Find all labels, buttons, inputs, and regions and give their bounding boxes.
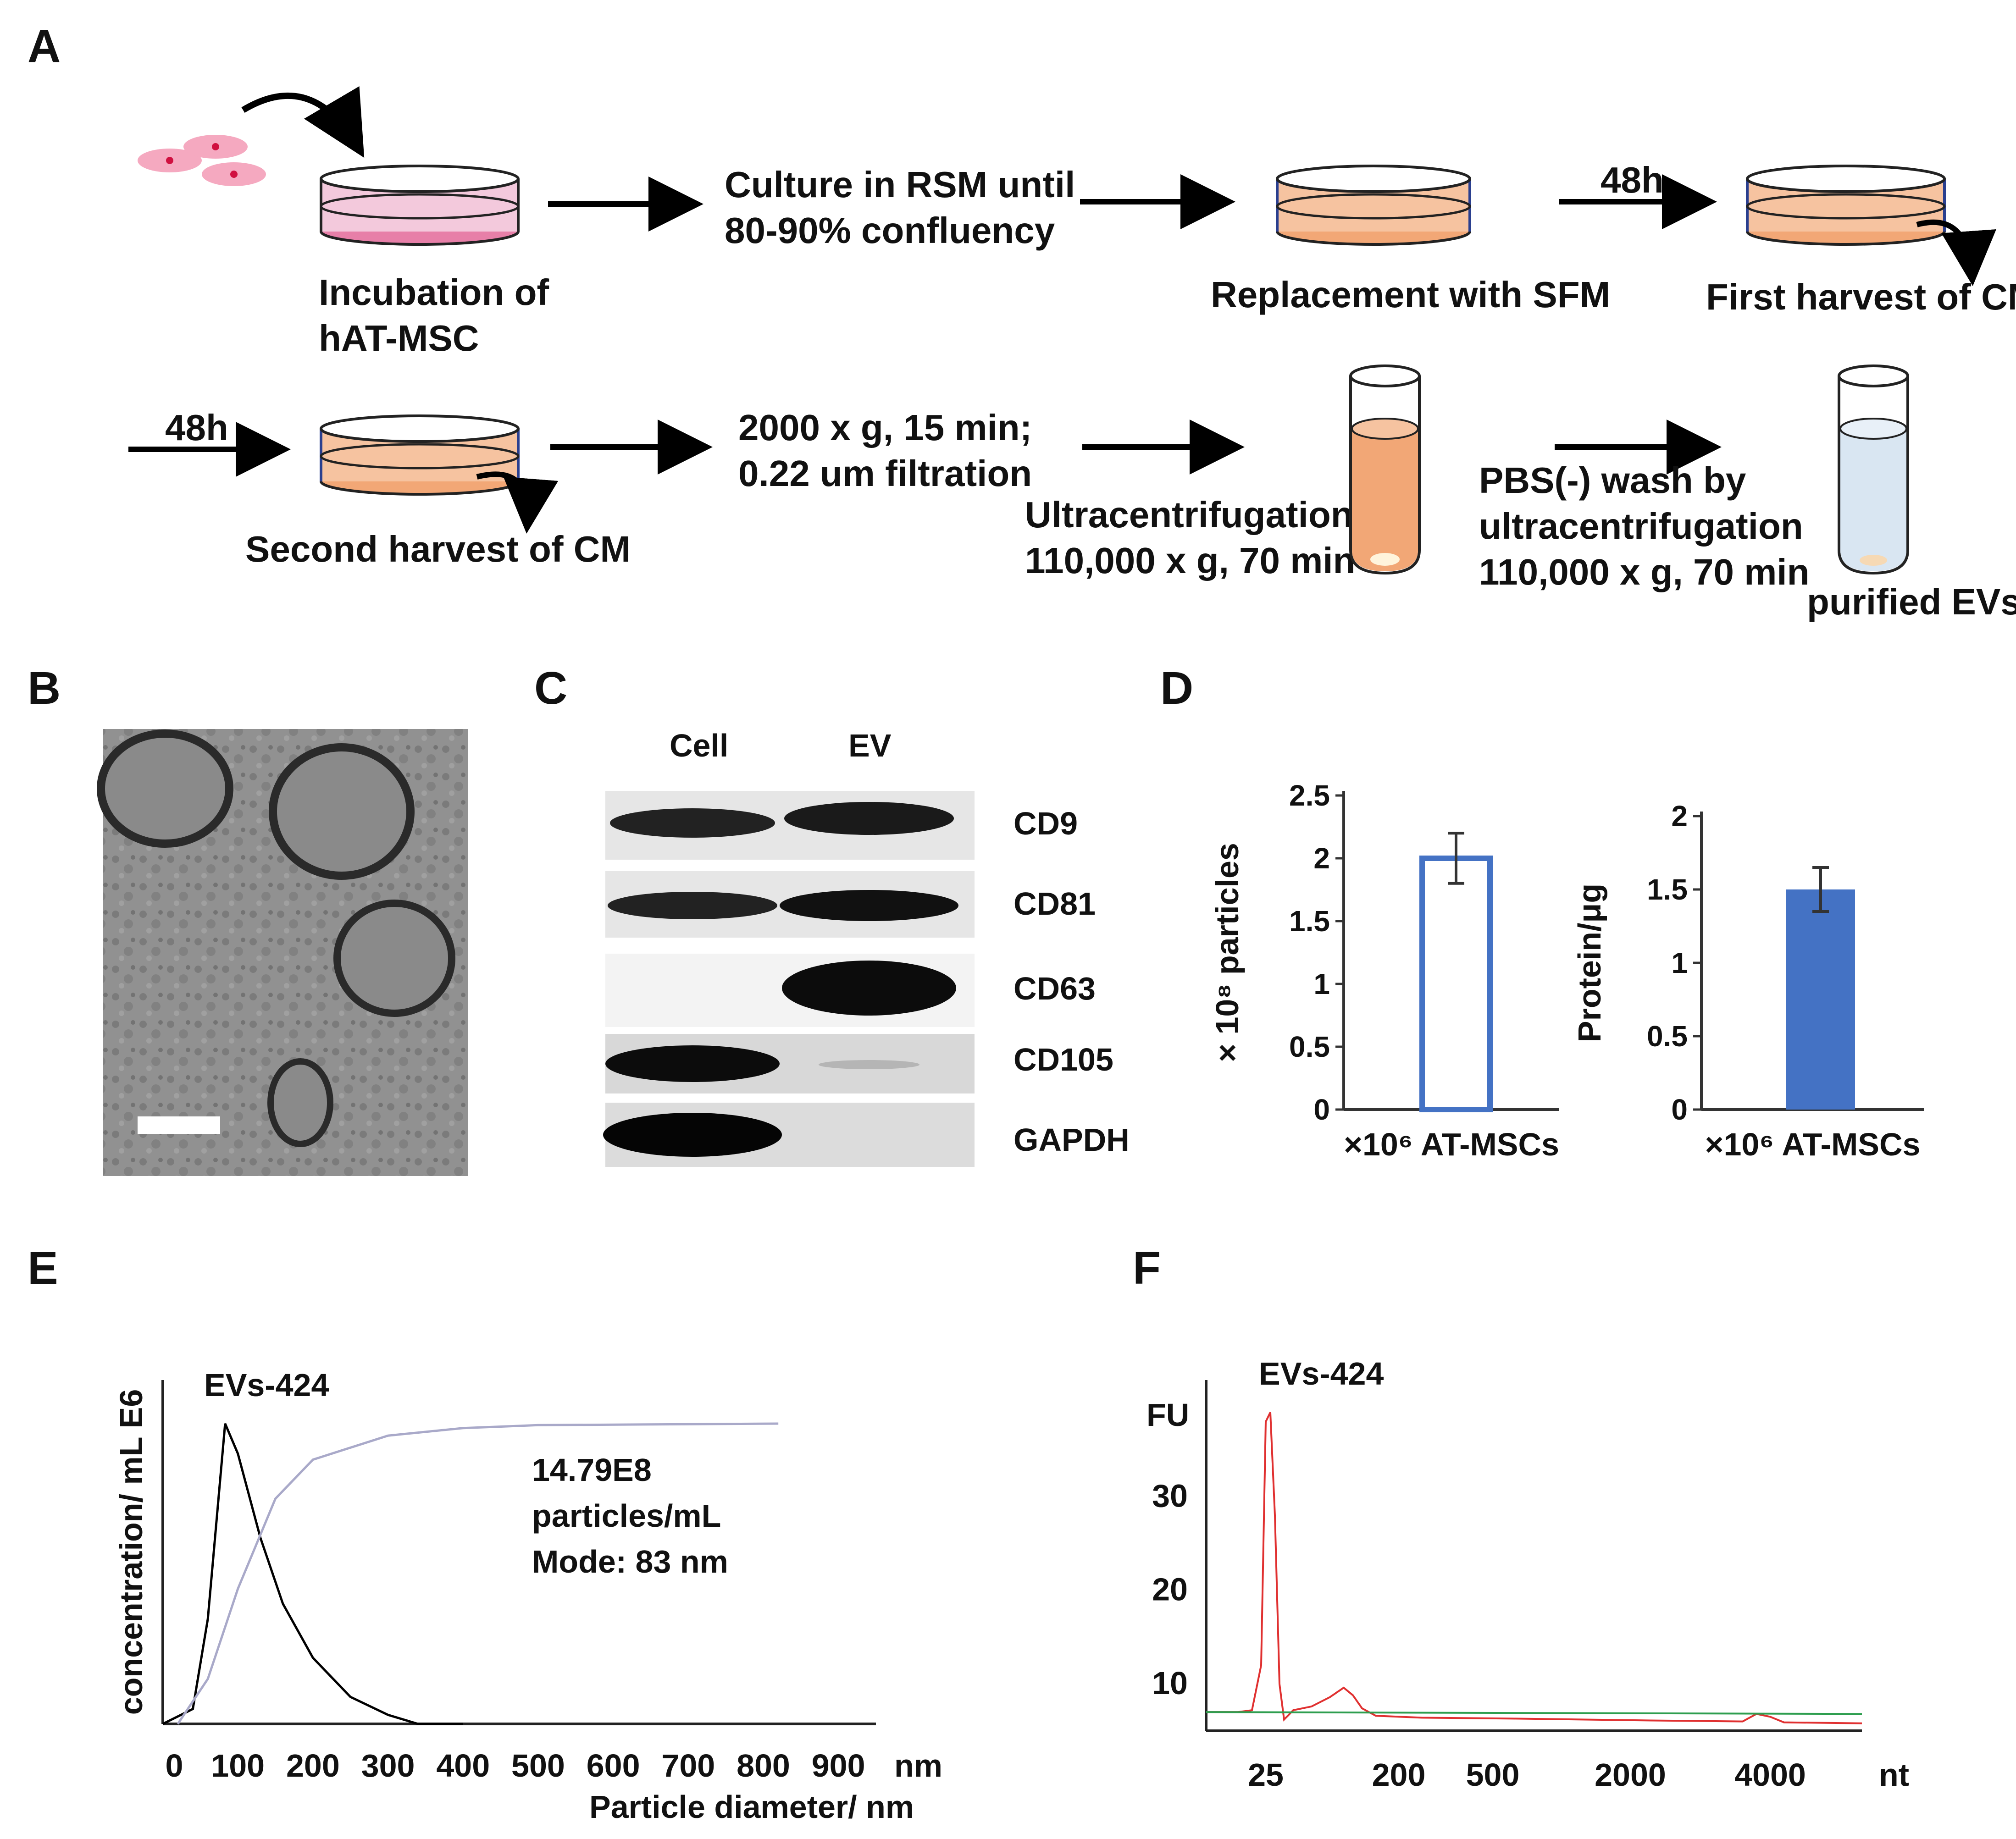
x-tick-label: 800 xyxy=(737,1748,790,1784)
y-axis-label: Protein/μg xyxy=(1572,884,1607,1042)
culture-dish-1 xyxy=(320,165,520,246)
bar-chart-particles: 0 0.5 1 1.5 2 2.5 ×10⁶ AT-MSCs × 10⁸ particles xyxy=(1209,779,1559,1162)
step6-line1: 2000 x g, 15 min; xyxy=(738,407,1032,448)
panel-label-c: C xyxy=(534,663,567,714)
y-axis-label: concentration/ mL E6 xyxy=(113,1389,149,1715)
y-tick-label: 0 xyxy=(1313,1093,1330,1126)
step5-label: Second harvest of CM xyxy=(245,529,631,569)
x-tick-label: 4000 xyxy=(1734,1757,1806,1793)
step3-label: Replacement with SFM xyxy=(1211,274,1610,315)
x-tick-label: 400 xyxy=(436,1748,490,1784)
tem-image xyxy=(97,729,468,1176)
step7-line1: Ultracentrifugation xyxy=(1025,494,1353,535)
annotation-line: Mode: 83 nm xyxy=(532,1544,728,1579)
centrifuge-tube-1 xyxy=(1349,364,1421,575)
culture-dish-3 xyxy=(1746,165,1996,286)
cells-illustration xyxy=(138,135,266,186)
x-axis-label: ×10⁶ AT-MSCs xyxy=(1705,1127,1921,1162)
bar xyxy=(1419,856,1493,1112)
y-tick-label: 2 xyxy=(1671,800,1688,833)
x-axis-label: Particle diameter/ nm xyxy=(589,1789,914,1825)
x-tick-label: 300 xyxy=(361,1748,415,1784)
fu-baseline xyxy=(1206,1711,1862,1715)
y-tick-label: 1 xyxy=(1671,946,1688,979)
annotation-line: 14.79E8 xyxy=(532,1452,652,1488)
bar-chart-protein: 0 0.5 1 1.5 2 ×10⁶ AT-MSCs Protein/μg xyxy=(1572,800,1924,1162)
panel-label-b: B xyxy=(28,663,61,714)
y-tick-label: 1.5 xyxy=(1647,873,1688,906)
step6-line2: 0.22 um filtration xyxy=(738,453,1032,494)
y-tick-label: 30 xyxy=(1152,1478,1188,1513)
panel-label-d: D xyxy=(1160,663,1193,714)
x-tick-label: 200 xyxy=(1372,1757,1426,1793)
culture-dish-4 xyxy=(320,414,559,534)
western-blot xyxy=(603,791,975,1167)
x-tick-label: 25 xyxy=(1248,1757,1284,1793)
panel-label-a: A xyxy=(28,21,61,72)
y-tick-label: 2 xyxy=(1313,842,1330,875)
bar xyxy=(1786,889,1855,1110)
scale-bar xyxy=(138,1116,220,1134)
x-tick-label: 0 xyxy=(166,1748,183,1784)
step7-line2: 110,000 x g, 70 min xyxy=(1025,540,1355,581)
x-tick-label: 500 xyxy=(1466,1757,1520,1793)
centrifuge-tube-2 xyxy=(1838,364,1909,575)
x-tick-label: 200 xyxy=(286,1748,340,1784)
y-tick-label: 0.5 xyxy=(1647,1020,1688,1053)
x-axis-label: ×10⁶ AT-MSCs xyxy=(1344,1127,1559,1162)
x-tick-label: 100 xyxy=(211,1748,265,1784)
step2-line1: Culture in RSM until xyxy=(725,164,1075,205)
step8-line2: ultracentrifugation xyxy=(1479,506,1803,547)
band-cd63: CD63 xyxy=(1014,971,1096,1006)
y-tick-label: 20 xyxy=(1152,1572,1188,1607)
annotation-line: particles/mL xyxy=(532,1498,721,1534)
chart-title: EVs-424 xyxy=(204,1367,329,1403)
x-tick-label: 700 xyxy=(661,1748,715,1784)
band-cd9: CD9 xyxy=(1014,806,1078,841)
step9-label: purified EVs xyxy=(1807,581,2016,622)
step4-label: First harvest of CM xyxy=(1706,276,2016,317)
size-distribution-line xyxy=(162,1423,463,1725)
wb-col-ev: EV xyxy=(848,728,892,763)
x-unit-label: nm xyxy=(894,1748,942,1784)
cumulative-line xyxy=(177,1422,779,1725)
step8-line3: 110,000 x g, 70 min xyxy=(1479,552,1809,592)
culture-dish-2 xyxy=(1276,165,1471,246)
bioanalyzer-chart: FU EVs-424 10 20 30 25 200 500 2000 4000 nt xyxy=(1146,1356,1909,1793)
y-tick-label: 1.5 xyxy=(1289,905,1330,938)
panel-label-e: E xyxy=(28,1243,58,1294)
band-cd81: CD81 xyxy=(1014,886,1096,922)
y-tick-label: 0.5 xyxy=(1289,1030,1330,1063)
seeding-arrow xyxy=(241,86,365,158)
y-tick-label: 2.5 xyxy=(1289,779,1330,812)
fu-trace xyxy=(1206,1412,1862,1724)
time-48h-2: 48h xyxy=(165,407,228,448)
time-48h-1: 48h xyxy=(1601,160,1664,200)
step1-line2: hAT-MSC xyxy=(319,318,479,359)
nta-size-chart: 0 100 200 300 400 500 600 700 800 900 nm Particle d… xyxy=(113,1367,942,1825)
step8-line1: PBS(-) wash by xyxy=(1479,460,1746,501)
y-axis-label: × 10⁸ particles xyxy=(1209,843,1245,1062)
y-tick-label: 1 xyxy=(1313,967,1330,1000)
x-tick-label: 600 xyxy=(587,1748,640,1784)
band-cd105: CD105 xyxy=(1014,1042,1113,1077)
x-tick-label: 500 xyxy=(511,1748,565,1784)
panel-label-f: F xyxy=(1133,1243,1161,1294)
step1-line1: Incubation of xyxy=(319,272,549,313)
wb-col-cell: Cell xyxy=(670,728,728,763)
band-gapdh: GAPDH xyxy=(1014,1122,1130,1158)
y-tick-label: 10 xyxy=(1152,1665,1188,1701)
y-axis-label: FU xyxy=(1146,1397,1189,1433)
y-tick-label: 0 xyxy=(1671,1093,1688,1126)
x-unit-label: nt xyxy=(1879,1757,1909,1793)
step2-line2: 80-90% confluency xyxy=(725,210,1055,251)
x-tick-label: 900 xyxy=(812,1748,865,1784)
chart-title: EVs-424 xyxy=(1259,1356,1384,1392)
x-tick-label: 2000 xyxy=(1595,1757,1666,1793)
